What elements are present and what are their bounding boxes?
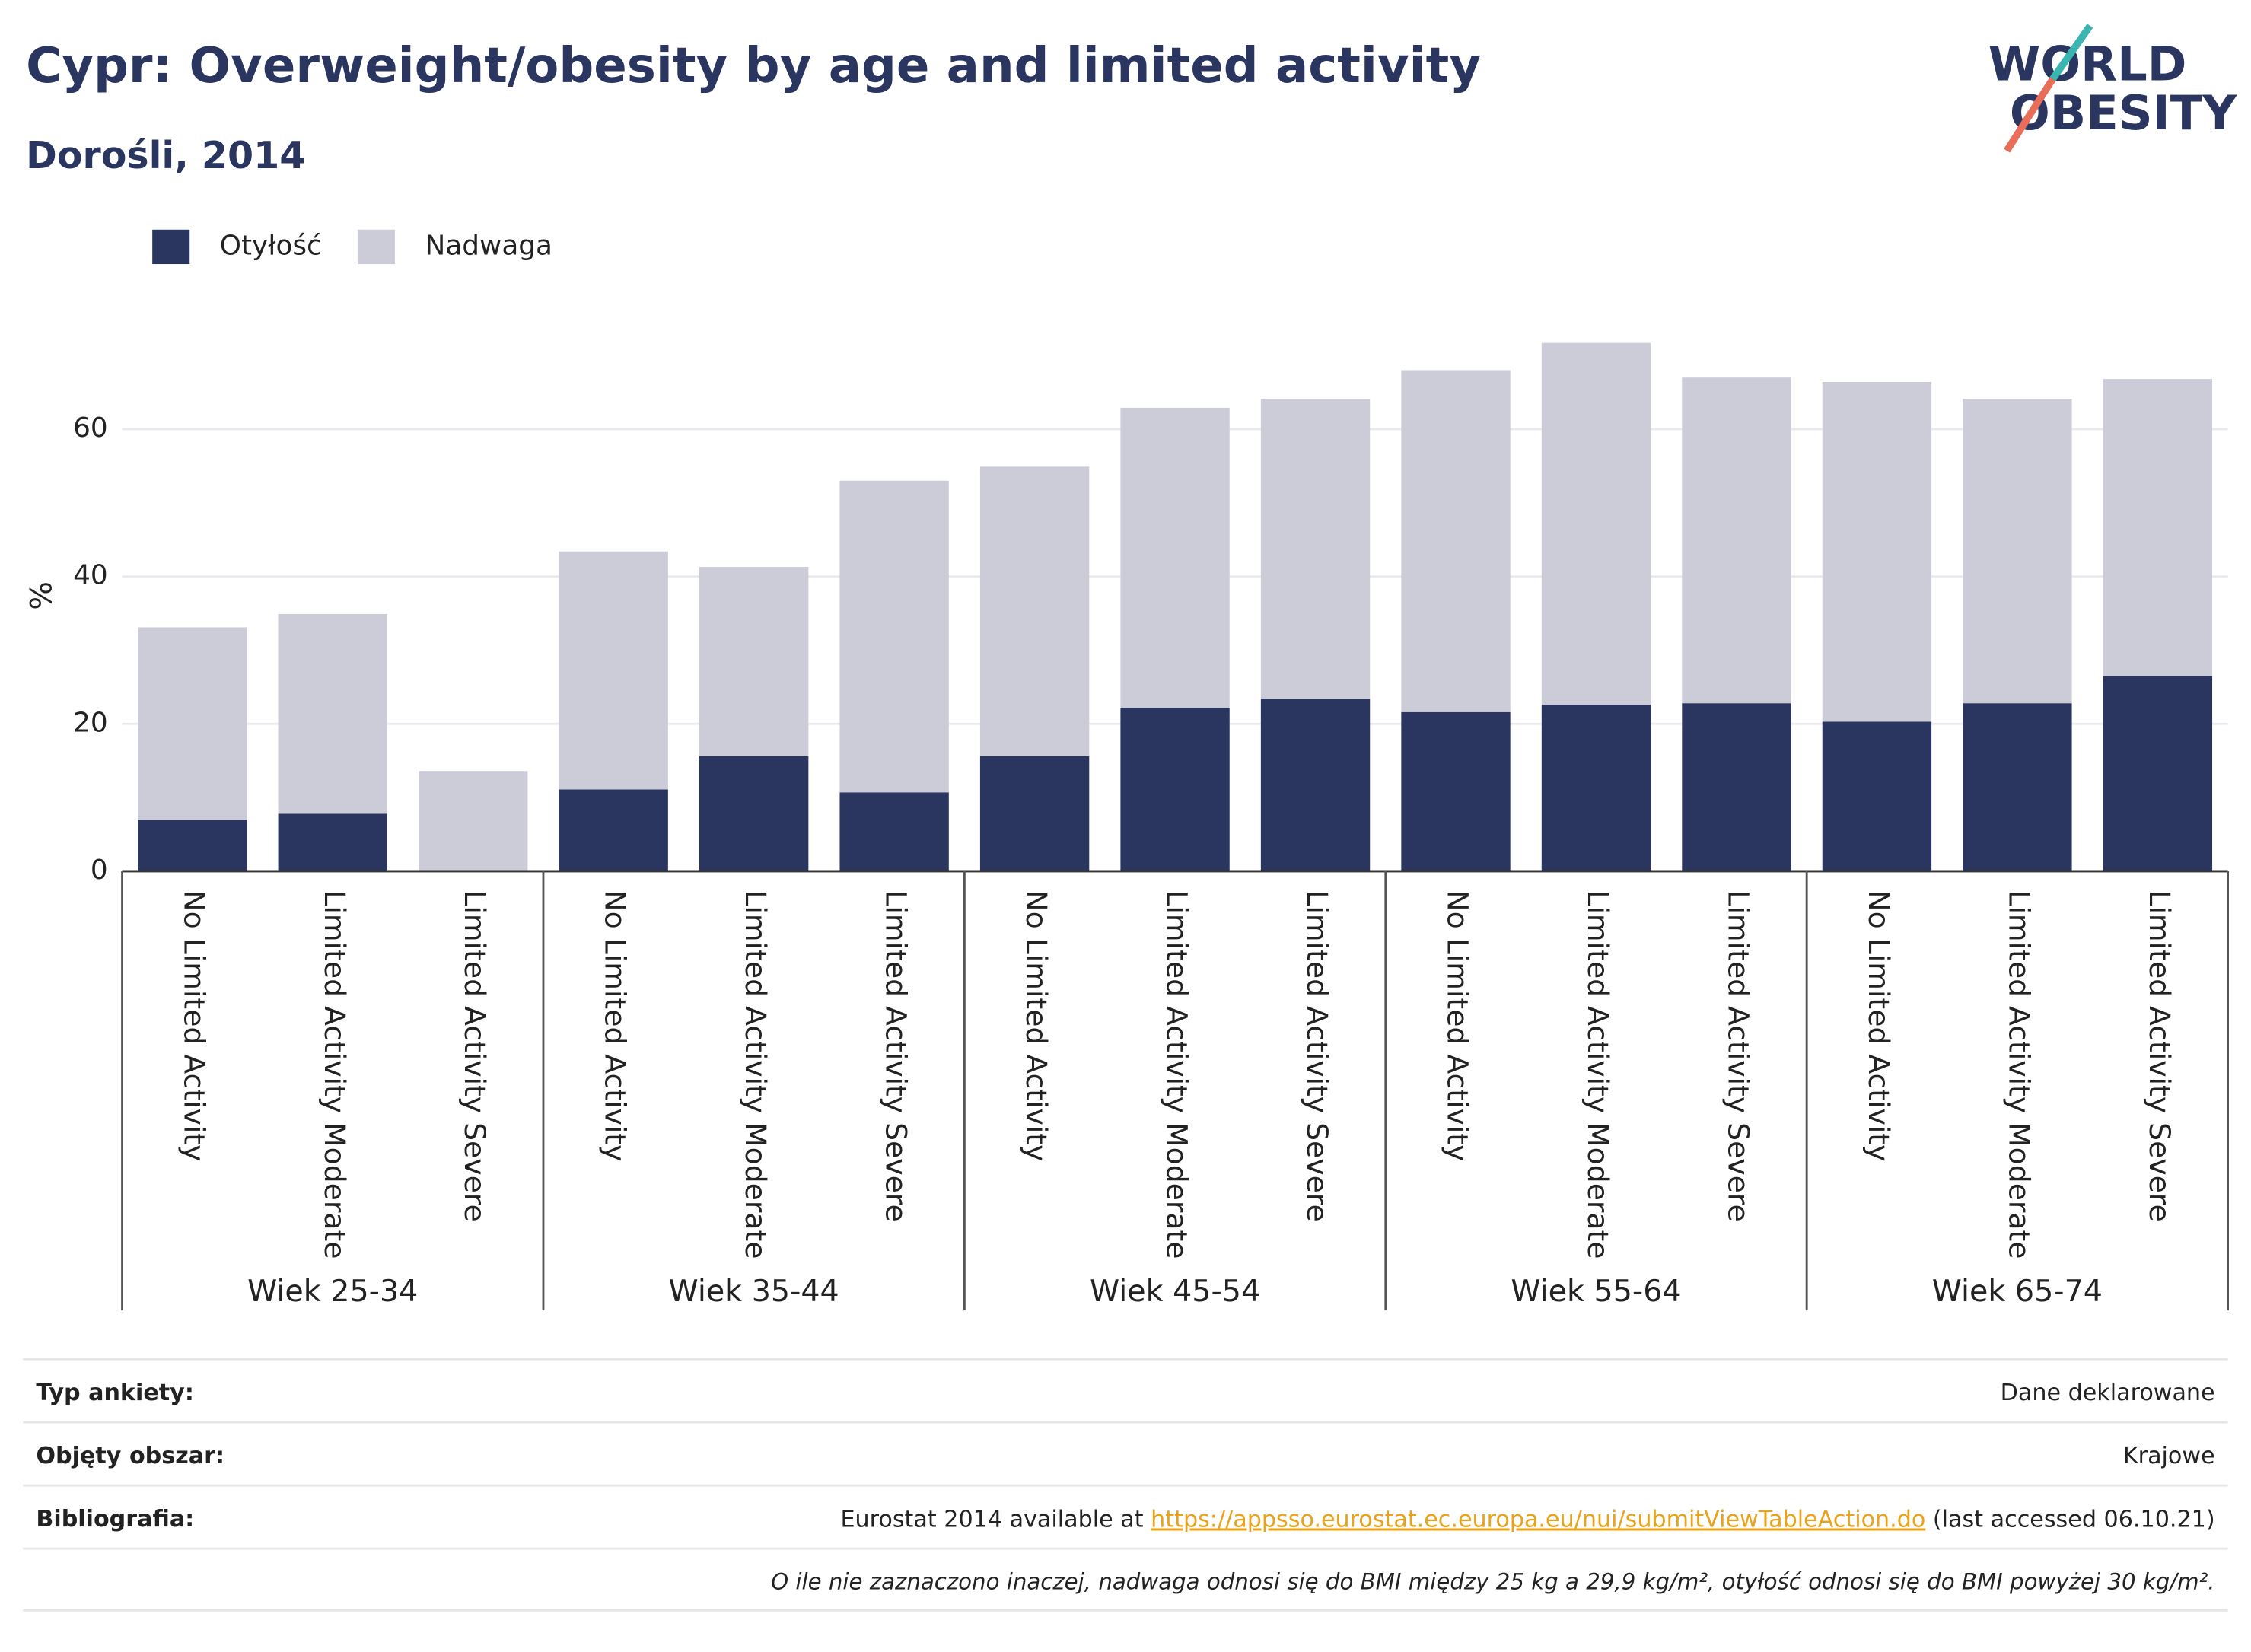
group-label: Wiek 35-44 (669, 1274, 839, 1309)
bar (1260, 399, 1371, 699)
bar (979, 466, 1090, 756)
bar (1120, 707, 1230, 871)
x-tick-label: Limited Activity Severe (2143, 890, 2176, 1221)
y-tick-label: 40 (73, 560, 108, 591)
x-tick-label: No Limited Activity (599, 890, 632, 1161)
bar (699, 567, 809, 756)
bar (1541, 342, 1651, 705)
x-tick-label: Limited Activity Severe (458, 890, 492, 1221)
footer-value: Krajowe (2123, 1443, 2215, 1469)
bar (1120, 407, 1230, 708)
bar (979, 756, 1090, 871)
x-tick-label: No Limited Activity (1862, 890, 1896, 1161)
logo: WORLD OBESITY (1988, 24, 2237, 153)
x-tick-label: Limited Activity Moderate (1581, 890, 1615, 1259)
bar (1822, 382, 1932, 722)
footer-label: Objęty obszar: (36, 1443, 224, 1469)
bar (1682, 703, 1791, 871)
group-label: Wiek 45-54 (1090, 1274, 1260, 1309)
logo-text: OBESITY (2010, 85, 2237, 141)
chart-subtitle: Dorośli, 2014 (26, 133, 305, 177)
x-tick-label: No Limited Activity (1020, 890, 1053, 1161)
legend-label: Nadwaga (425, 230, 552, 261)
group-label: Wiek 65-74 (1932, 1274, 2103, 1309)
y-tick-label: 0 (91, 855, 108, 886)
bibliography-text: (last accessed 06.10.21) (1925, 1506, 2214, 1533)
footer-label: Typ ankiety: (36, 1380, 194, 1406)
bibliography-link[interactable]: https://appsso.eurostat.ec.europa.eu/nui… (1151, 1506, 1925, 1533)
x-tick-label: Limited Activity Moderate (2002, 890, 2036, 1259)
bar (138, 820, 247, 871)
bar (839, 792, 949, 871)
x-tick-label: Limited Activity Moderate (1161, 890, 1194, 1259)
bar (1963, 703, 2072, 871)
x-tick-label: Limited Activity Moderate (739, 890, 772, 1259)
group-label: Wiek 55-64 (1511, 1274, 1681, 1309)
bar (1401, 370, 1511, 712)
bar (1541, 705, 1651, 871)
x-tick-label: Limited Activity Moderate (318, 890, 352, 1259)
legend-label: Otyłość (220, 230, 322, 261)
bar (2103, 379, 2213, 676)
x-tick-label: No Limited Activity (177, 890, 211, 1161)
bar (1401, 711, 1511, 871)
bar (1682, 377, 1791, 704)
bar (559, 789, 668, 871)
y-axis-label: % (24, 581, 59, 610)
footer-label: Bibliografia: (36, 1506, 194, 1533)
chart-title: Cypr: Overweight/obesity by age and limi… (26, 37, 1481, 94)
x-tick-label: No Limited Activity (1441, 890, 1475, 1161)
bar (138, 627, 247, 820)
logo-text: WORLD (1988, 37, 2187, 92)
y-tick-label: 20 (73, 707, 108, 738)
bar (1963, 399, 2072, 704)
bar (1822, 721, 1932, 871)
bar (1260, 699, 1371, 871)
bar (2103, 676, 2213, 871)
y-tick-label: 60 (73, 412, 108, 444)
legend-swatch (152, 229, 190, 265)
legend-swatch (357, 229, 395, 265)
bar (559, 551, 668, 790)
bibliography: Eurostat 2014 available at https://appss… (840, 1506, 2214, 1533)
group-label: Wiek 25-34 (247, 1274, 418, 1309)
bar (699, 756, 809, 871)
logo-slash (2049, 24, 2093, 81)
footer-value: Dane deklarowane (2001, 1380, 2215, 1406)
bar (278, 813, 387, 871)
x-tick-label: Limited Activity Severe (1301, 890, 1334, 1221)
bar (419, 771, 528, 871)
footnote: O ile nie zaznaczono inaczej, nadwaga od… (771, 1568, 2215, 1594)
bar (278, 613, 387, 814)
logo-slash (2004, 77, 2056, 153)
x-tick-label: Limited Activity Severe (880, 890, 913, 1221)
bibliography-text: Eurostat 2014 available at (840, 1506, 1151, 1533)
bar (839, 480, 949, 793)
x-tick-label: Limited Activity Severe (1721, 890, 1755, 1221)
